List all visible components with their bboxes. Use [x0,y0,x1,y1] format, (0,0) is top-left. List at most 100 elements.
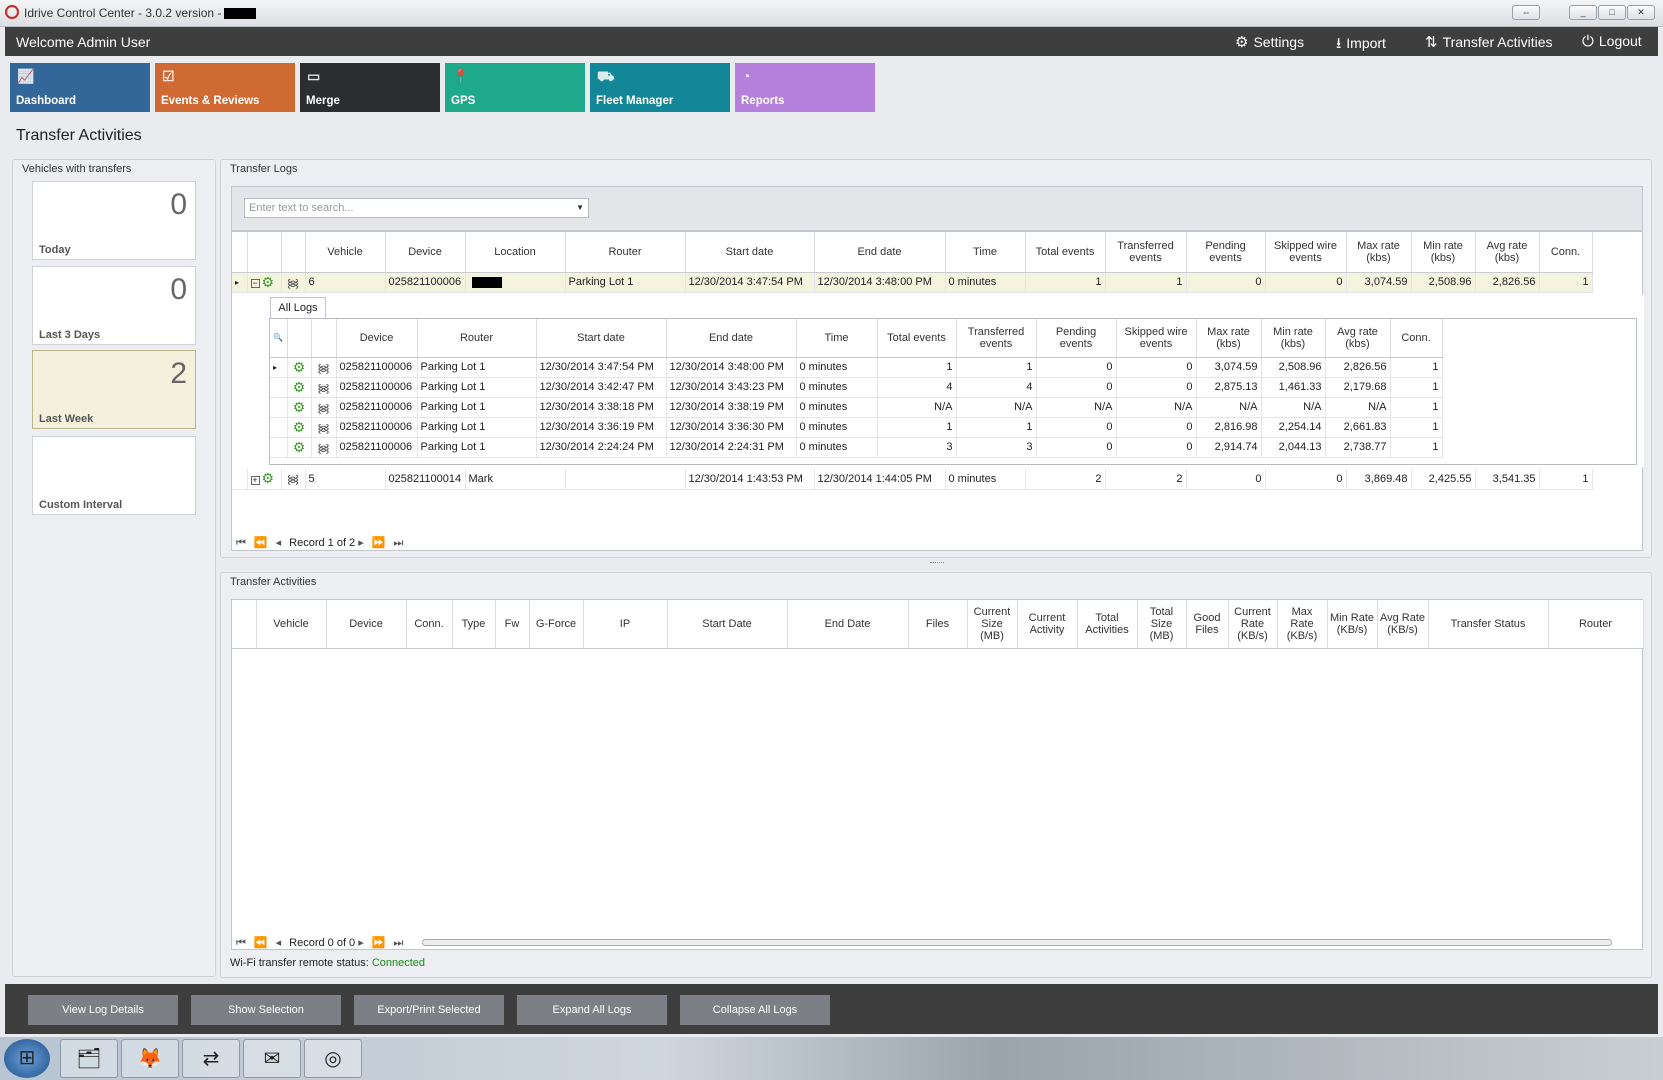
maximize-button[interactable]: □ [1598,5,1626,20]
card-custom-interval[interactable]: Custom Interval [32,436,196,515]
column-header[interactable]: Transferred events [1105,232,1187,273]
import-link[interactable]: ⭳ Import [1336,33,1386,58]
detail-row[interactable]: ▸ ⚙ ᯼ 025821100006 Parking Lot 1 12/30/2014 3… [270,357,1443,378]
tab-all-logs[interactable]: All Logs [270,297,326,318]
logs-pager[interactable]: ⏮ ⏪ ◂ Record 1 of 2 ▸ ⏩ ⏭ [236,537,404,549]
column-header[interactable]: Device [326,600,407,649]
column-header[interactable]: Time [945,232,1026,273]
column-header[interactable]: Location [465,232,566,273]
teamviewer-icon[interactable]: ⇄ [182,1039,240,1078]
column-header[interactable]: Min rate (kbs) [1261,319,1326,358]
collapse-icon[interactable]: − [250,278,260,289]
table-row[interactable]: + ⚙ ᯼ 5 025821100014 Mark 12/30/2014 1:43:53 P… [232,469,1593,490]
minimize-button[interactable]: _ [1569,5,1597,20]
detail-row[interactable]: ⚙ ᯼ 025821100006 Parking Lot 1 12/30/2014 3:… [270,417,1443,438]
column-header[interactable]: Router [1548,600,1644,649]
column-header[interactable]: End date [666,319,797,358]
column-header[interactable]: Conn. [1390,319,1443,358]
column-header[interactable]: Min rate (kbs) [1411,232,1476,273]
chevron-down-icon[interactable]: ▼ [576,203,584,212]
detail-row[interactable]: ⚙ ᯼ 025821100006 Parking Lot 1 12/30/2014 3:… [270,397,1443,418]
column-header[interactable]: Avg rate (kbs) [1325,319,1391,358]
column-header[interactable]: Device [336,319,418,358]
outlook-icon[interactable]: ✉ [243,1039,301,1078]
column-header[interactable]: Start date [536,319,667,358]
column-header[interactable]: Router [417,319,537,358]
column-header[interactable]: Current Rate (KB/s) [1228,600,1278,649]
column-header[interactable]: Skipped wire events [1116,319,1197,358]
column-header[interactable]: End date [814,232,946,273]
card-last-3-days[interactable]: 0 Last 3 Days [32,266,196,345]
close-button[interactable]: ✕ [1627,5,1655,20]
windows-start-icon[interactable]: ⊞ [4,1039,50,1078]
column-header[interactable]: Avg Rate (KB/s) [1377,600,1429,649]
horizontal-scrollbar[interactable] [422,939,1612,946]
search-icon[interactable]: 🔍 [270,319,288,358]
tile-dashboard[interactable]: 📈 Dashboard [10,63,150,112]
column-header[interactable]: G-Force [529,600,584,649]
detail-cell: 0 minutes [796,377,878,398]
column-header[interactable]: Device [385,232,466,273]
tile-gps[interactable]: 📍 GPS [445,63,585,112]
tile-events-reviews[interactable]: ☑ Events & Reviews [155,63,295,112]
column-header[interactable]: Total Size (MB) [1137,600,1187,649]
column-header[interactable]: Max Rate (KB/s) [1277,600,1328,649]
column-header[interactable]: Start date [685,232,815,273]
column-header[interactable]: Pending events [1036,319,1117,358]
collapse-all-logsbutton[interactable]: Collapse All Logs [680,995,830,1025]
column-header[interactable]: Transferred events [956,319,1037,358]
activities-pager[interactable]: ⏮ ⏪ ◂ Record 0 of 0 ▸ ⏩ ⏭ [236,937,404,949]
logout-link[interactable]: ⏻ Logout [1582,33,1642,50]
column-header[interactable]: Start Date [667,600,788,649]
column-header[interactable]: Skipped wire events [1265,232,1347,273]
tile-fleet-manager[interactable]: ⛟ Fleet Manager [590,63,730,112]
column-header[interactable]: Pending events [1186,232,1266,273]
column-header[interactable]: Router [565,232,686,273]
column-header[interactable]: IP [583,600,668,649]
expand-icon[interactable]: + [250,474,260,485]
column-header[interactable]: Vehicle [256,600,327,649]
expand-cell[interactable]: − ⚙ [247,272,282,293]
column-header[interactable]: Avg rate (kbs) [1475,232,1540,273]
view-log-detailsbutton[interactable]: View Log Details [28,995,178,1025]
column-header[interactable]: Files [908,600,968,649]
column-header[interactable]: Conn. [1539,232,1593,273]
splitter-handle[interactable] [930,562,944,565]
restore-layout-button[interactable]: ⇔ [1512,5,1540,20]
table-row[interactable]: ▸ − ⚙ ᯼ 6 025821100006 Parking Lot 1 12/30/2014… [232,272,1593,293]
column-header[interactable]: Total events [1025,232,1106,273]
column-header[interactable]: Max rate (kbs) [1346,232,1412,273]
column-header[interactable]: Min Rate (KB/s) [1327,600,1378,649]
column-header[interactable]: Fw [495,600,530,649]
column-header[interactable]: Total Activities [1077,600,1138,649]
column-header[interactable]: Current Size (MB) [967,600,1018,649]
idrive-icon[interactable]: ◎ [304,1039,362,1078]
column-header[interactable]: Total events [877,319,957,358]
card-last-week[interactable]: 2 Last Week [32,350,196,429]
settings-link[interactable]: ⚙ Settings [1235,34,1305,51]
search-input[interactable]: Enter text to search... ▼ [244,198,589,218]
tile-merge[interactable]: ▭ Merge [300,63,440,112]
header-cell [281,232,306,273]
column-header[interactable]: Transfer Status [1428,600,1549,649]
show-selectionbutton[interactable]: Show Selection [191,995,341,1025]
expand-cell[interactable]: + ⚙ [247,469,282,490]
column-header[interactable]: End Date [787,600,909,649]
column-header[interactable]: Time [796,319,878,358]
column-header[interactable]: Max rate (kbs) [1196,319,1262,358]
detail-row[interactable]: ⚙ ᯼ 025821100006 Parking Lot 1 12/30/2014 2:… [270,437,1443,458]
file-explorer-icon[interactable]: 🗂 [60,1039,118,1078]
card-today[interactable]: 0 Today [32,181,196,260]
export-print-selectedbutton[interactable]: Export/Print Selected [354,995,504,1025]
column-header[interactable]: Type [452,600,496,649]
tile-reports[interactable]: ◔ Reports [735,63,875,112]
firefox-icon[interactable]: 🦊 [121,1039,179,1078]
column-header[interactable]: Good Files [1186,600,1229,649]
expand-all-logsbutton[interactable]: Expand All Logs [517,995,667,1025]
column-header[interactable]: Conn. [406,600,453,649]
column-header[interactable]: Vehicle [305,232,386,273]
detail-row[interactable]: ⚙ ᯼ 025821100006 Parking Lot 1 12/30/2014 3:… [270,377,1443,398]
gear-icon: ⚙ [292,358,306,375]
column-header[interactable]: Current Activity [1017,600,1078,649]
transfer-activities-link[interactable]: ⇅ Transfer Activities [1425,34,1553,51]
